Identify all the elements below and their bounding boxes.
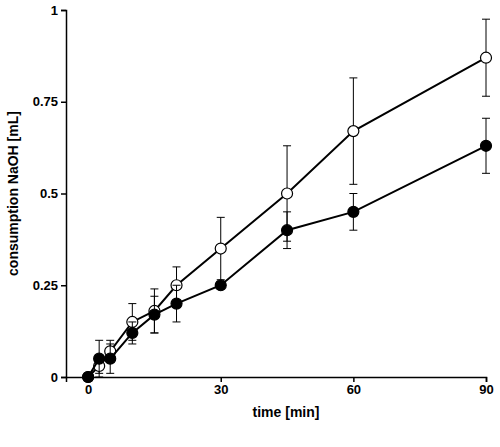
- error-bar-line: [482, 19, 490, 20]
- tick: 0.5: [40, 186, 66, 201]
- marker: [149, 309, 160, 320]
- error-bar-line: [150, 296, 158, 297]
- marker: [282, 225, 293, 236]
- error-bar-line: [95, 340, 103, 341]
- marker: [215, 280, 226, 291]
- error-bar-line: [482, 118, 490, 119]
- error-bar-line: [349, 77, 357, 78]
- plot: 0 30 60 90 0 0.25 0.5 0.75 1: [33, 3, 494, 398]
- error-bar-line: [106, 373, 114, 374]
- marks: [83, 19, 492, 382]
- y-axis-title: consumption NaOH [mL]: [5, 111, 21, 276]
- error-bar-line: [482, 173, 490, 174]
- error-bar-line: [283, 211, 291, 212]
- tick: 30: [214, 377, 228, 397]
- tick: 0: [51, 370, 66, 385]
- line: [88, 146, 486, 377]
- error-bar-line: [349, 230, 357, 231]
- marker: [348, 206, 359, 217]
- error-bar-line: [217, 217, 225, 218]
- marker: [83, 372, 94, 383]
- error-bar-line: [173, 321, 181, 322]
- x-axis: 0 30 60 90: [67, 377, 494, 397]
- error-bar-line: [128, 321, 136, 322]
- tick-label: 0.5: [40, 186, 58, 201]
- error-bar-line: [150, 332, 158, 333]
- marker: [171, 298, 182, 309]
- tick-mark: [61, 377, 66, 379]
- error-bar-line: [106, 343, 114, 344]
- tick: 60: [347, 377, 361, 397]
- tick-mark: [61, 10, 66, 12]
- error-bar-line: [173, 285, 181, 286]
- marker: [215, 243, 226, 254]
- tick-mark: [61, 285, 66, 287]
- error-bar-line: [128, 343, 136, 344]
- x-axis-title: time [min]: [253, 404, 320, 420]
- axis-line: [67, 378, 487, 383]
- error-bar-line: [349, 184, 357, 185]
- marker: [481, 140, 492, 151]
- error-bar-line: [150, 332, 158, 333]
- tick-label: 90: [479, 382, 493, 397]
- marker: [481, 52, 492, 63]
- axis-line: [61, 11, 67, 378]
- y-axis: 0 0.25 0.5 0.75 1: [33, 3, 67, 385]
- tick-label: 60: [347, 382, 361, 397]
- tick: 0.25: [33, 278, 66, 293]
- marker: [83, 372, 94, 383]
- error-bar-line: [482, 96, 490, 97]
- tick: 1: [51, 3, 66, 18]
- series: [83, 118, 492, 382]
- tick-label: 30: [214, 382, 228, 397]
- error-bar-line: [283, 145, 291, 146]
- tick-mark: [61, 193, 66, 195]
- error-bar-line: [349, 193, 357, 194]
- chart: 0 30 60 90 0 0.25 0.5 0.75 1 time [min] consumptio…: [0, 0, 500, 447]
- tick-mark: [61, 102, 66, 104]
- error-bar-line: [128, 303, 136, 304]
- marker: [127, 327, 138, 338]
- error-bar-line: [150, 288, 158, 289]
- tick: 0.75: [33, 94, 66, 109]
- tick-label: 0.75: [33, 94, 58, 109]
- error-bar-line: [283, 248, 291, 249]
- tick-label: 0.25: [33, 278, 58, 293]
- marker: [282, 188, 293, 199]
- marker: [94, 353, 105, 364]
- error-bar-line: [173, 266, 181, 267]
- line: [88, 58, 486, 377]
- tick: 90: [479, 377, 493, 397]
- error-bar-line: [95, 377, 103, 378]
- error-bar-line: [106, 340, 114, 341]
- tick-label: 1: [51, 3, 58, 18]
- marker: [105, 353, 116, 364]
- series: [83, 19, 492, 382]
- tick-label: 0: [85, 382, 92, 397]
- marker: [348, 126, 359, 137]
- tick-label: 0: [51, 370, 58, 385]
